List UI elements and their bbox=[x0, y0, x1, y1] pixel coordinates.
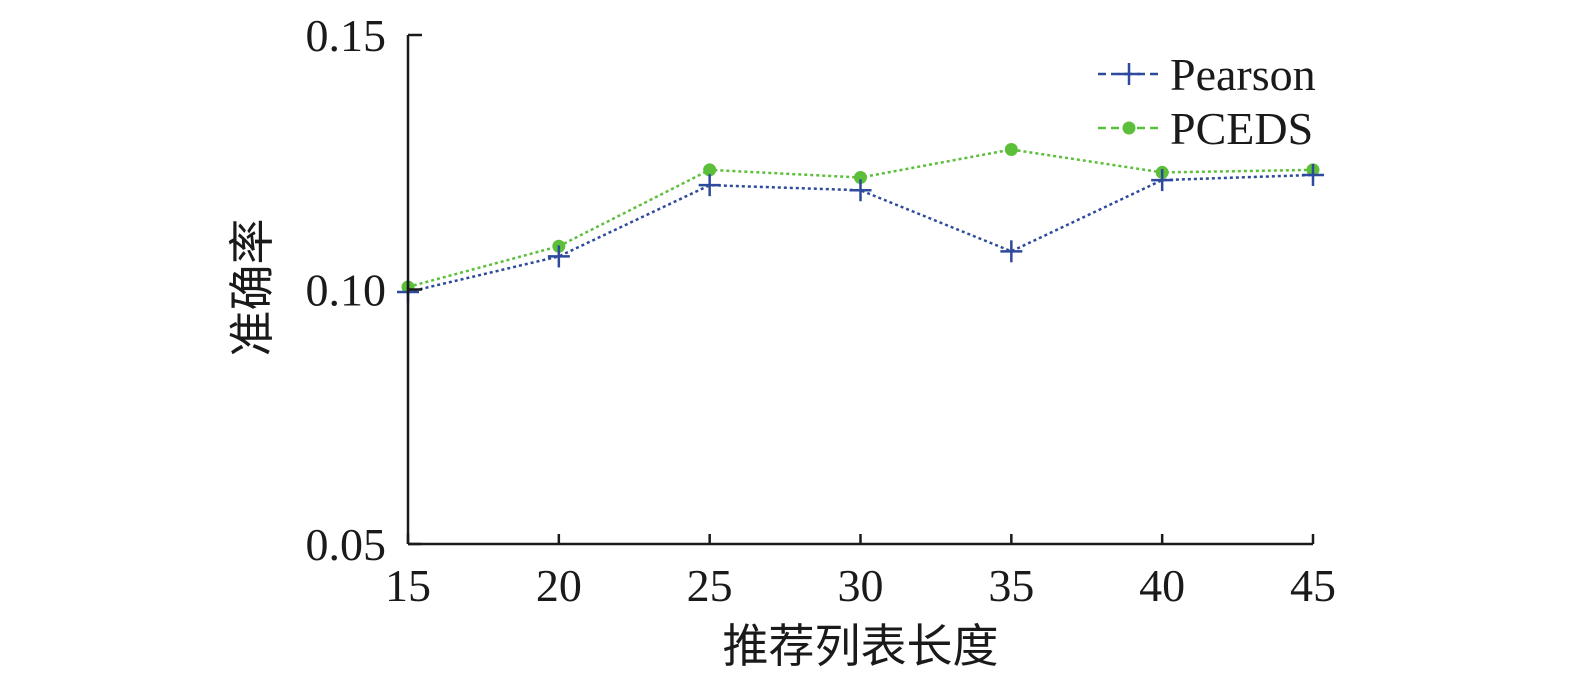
data-point-pearson bbox=[849, 179, 872, 202]
data-point-pceds bbox=[854, 171, 867, 185]
legend-marker bbox=[1122, 121, 1136, 135]
x-ticks: 15 20 25 30 35 40 45 bbox=[385, 534, 1336, 611]
y-axis-title: 准确率 bbox=[227, 219, 278, 357]
legend-marker bbox=[1118, 63, 1140, 85]
y-tick-label: 0.15 bbox=[306, 10, 387, 61]
data-point-pearson bbox=[547, 245, 570, 268]
series-line-pceds bbox=[407, 148, 1314, 289]
x-axis-title: 推荐列表长度 bbox=[723, 621, 999, 672]
series-pceds bbox=[401, 143, 1320, 294]
plot-area bbox=[397, 143, 1324, 304]
y-tick-label: 0.10 bbox=[306, 265, 387, 316]
legend-label: PCEDS bbox=[1170, 103, 1313, 154]
data-point-pearson bbox=[1151, 169, 1174, 192]
x-tick-label: 25 bbox=[687, 560, 733, 611]
data-point-pearson bbox=[1302, 163, 1324, 186]
legend-item-pceds: PCEDS bbox=[1098, 103, 1313, 154]
series-pearson bbox=[397, 163, 1324, 304]
y-tick-label: 0.05 bbox=[306, 519, 387, 570]
data-point-pceds bbox=[703, 163, 717, 177]
data-point-pearson bbox=[698, 174, 721, 197]
x-tick-label: 35 bbox=[988, 560, 1034, 611]
x-tick-label: 20 bbox=[536, 560, 582, 611]
x-tick-label: 15 bbox=[385, 560, 431, 611]
legend-label: Pearson bbox=[1170, 49, 1316, 100]
x-tick-label: 40 bbox=[1139, 560, 1185, 611]
data-point-pearson bbox=[1000, 240, 1023, 263]
data-point-pceds bbox=[1004, 143, 1018, 157]
x-tick-label: 45 bbox=[1290, 560, 1336, 611]
legend-item-pearson: Pearson bbox=[1098, 49, 1316, 100]
y-ticks: 0.05 0.10 0.15 bbox=[306, 10, 422, 570]
x-tick-label: 30 bbox=[838, 560, 884, 611]
